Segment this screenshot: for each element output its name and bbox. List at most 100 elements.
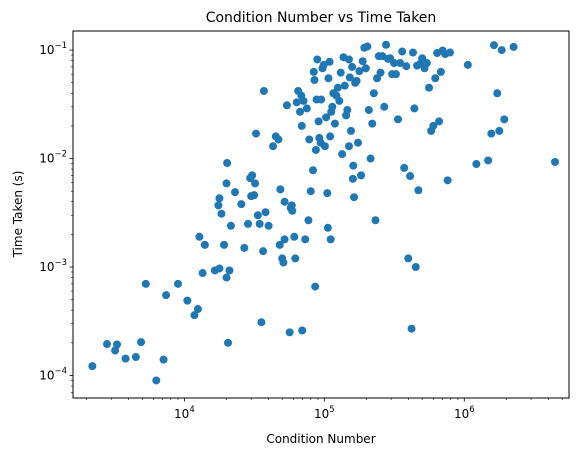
data-point xyxy=(309,67,318,76)
data-point xyxy=(311,282,320,291)
data-point xyxy=(319,60,328,69)
data-point xyxy=(407,324,416,333)
data-point xyxy=(411,263,420,272)
data-point xyxy=(445,48,454,57)
data-point xyxy=(217,209,226,218)
data-point xyxy=(371,216,380,225)
data-point xyxy=(304,216,313,225)
data-point xyxy=(231,188,240,197)
data-point xyxy=(302,104,311,113)
data-point xyxy=(193,305,202,314)
data-point xyxy=(274,135,283,144)
data-point xyxy=(299,96,308,105)
data-point xyxy=(248,171,257,180)
data-point xyxy=(493,89,502,98)
data-point xyxy=(152,376,161,385)
data-point xyxy=(285,328,294,337)
data-point xyxy=(215,264,224,273)
data-point xyxy=(349,161,358,170)
data-point xyxy=(394,115,402,124)
data-point xyxy=(280,235,289,244)
data-point xyxy=(323,189,332,198)
data-point xyxy=(326,132,335,141)
data-point xyxy=(276,185,285,194)
data-point xyxy=(264,221,273,230)
data-point xyxy=(390,59,399,68)
data-point xyxy=(497,46,506,55)
data-point xyxy=(282,101,291,110)
data-point xyxy=(368,119,377,128)
data-point xyxy=(380,102,389,111)
data-point xyxy=(183,296,192,305)
data-point xyxy=(358,57,367,66)
data-point xyxy=(190,311,199,320)
data-point xyxy=(310,76,319,84)
y-ticks: 10−4 10−3 10−2 10−1 xyxy=(39,41,73,393)
data-point xyxy=(251,179,260,188)
data-point xyxy=(414,186,423,195)
data-point xyxy=(443,176,452,185)
data-point xyxy=(361,64,370,73)
data-point xyxy=(402,62,411,71)
data-point xyxy=(314,117,323,126)
data-point xyxy=(292,98,301,107)
data-point xyxy=(369,89,378,98)
data-point xyxy=(348,62,357,71)
y-tick-label: 10−3 xyxy=(39,258,67,274)
data-point xyxy=(141,279,150,288)
data-point xyxy=(296,107,304,116)
data-point xyxy=(137,338,146,347)
data-point xyxy=(429,121,438,130)
data-point xyxy=(162,291,171,300)
y-axis-label: Time Taken (s) xyxy=(11,171,25,259)
data-point xyxy=(330,119,339,128)
data-point xyxy=(382,40,391,49)
data-point xyxy=(240,243,249,252)
data-point xyxy=(291,254,300,263)
data-point xyxy=(391,70,400,79)
data-point xyxy=(422,59,431,68)
data-point xyxy=(224,338,233,347)
data-point xyxy=(352,76,361,85)
data-point xyxy=(173,279,182,288)
data-point xyxy=(226,221,235,230)
data-point xyxy=(250,191,259,200)
x-tick-label: 104 xyxy=(174,405,195,421)
data-point xyxy=(275,240,284,249)
data-point xyxy=(431,74,440,83)
data-point xyxy=(222,273,231,282)
data-point xyxy=(200,240,209,249)
data-point xyxy=(297,121,306,130)
data-point xyxy=(323,223,332,232)
data-point xyxy=(345,73,354,82)
data-point xyxy=(237,200,246,209)
data-point xyxy=(269,142,278,151)
data-point xyxy=(306,187,315,196)
x-axis-label: Condition Number xyxy=(266,432,375,446)
data-point xyxy=(343,106,352,115)
data-point xyxy=(338,150,347,159)
data-point xyxy=(363,42,372,51)
data-point xyxy=(222,179,231,188)
data-point xyxy=(214,201,223,210)
data-point xyxy=(472,160,481,169)
x-tick-label: 106 xyxy=(454,405,475,421)
data-point xyxy=(336,68,345,77)
data-point xyxy=(159,355,168,364)
data-point xyxy=(350,193,359,202)
data-point xyxy=(495,126,504,135)
data-point xyxy=(255,219,264,228)
data-point xyxy=(328,102,337,111)
data-point xyxy=(322,113,331,122)
data-point xyxy=(324,74,333,83)
data-point xyxy=(357,171,366,180)
data-point xyxy=(88,362,97,371)
data-point xyxy=(261,208,270,217)
data-point xyxy=(305,135,314,144)
data-point xyxy=(313,55,322,64)
data-point xyxy=(344,55,353,64)
data-point xyxy=(195,232,204,241)
y-tick-label: 10−1 xyxy=(39,41,67,57)
